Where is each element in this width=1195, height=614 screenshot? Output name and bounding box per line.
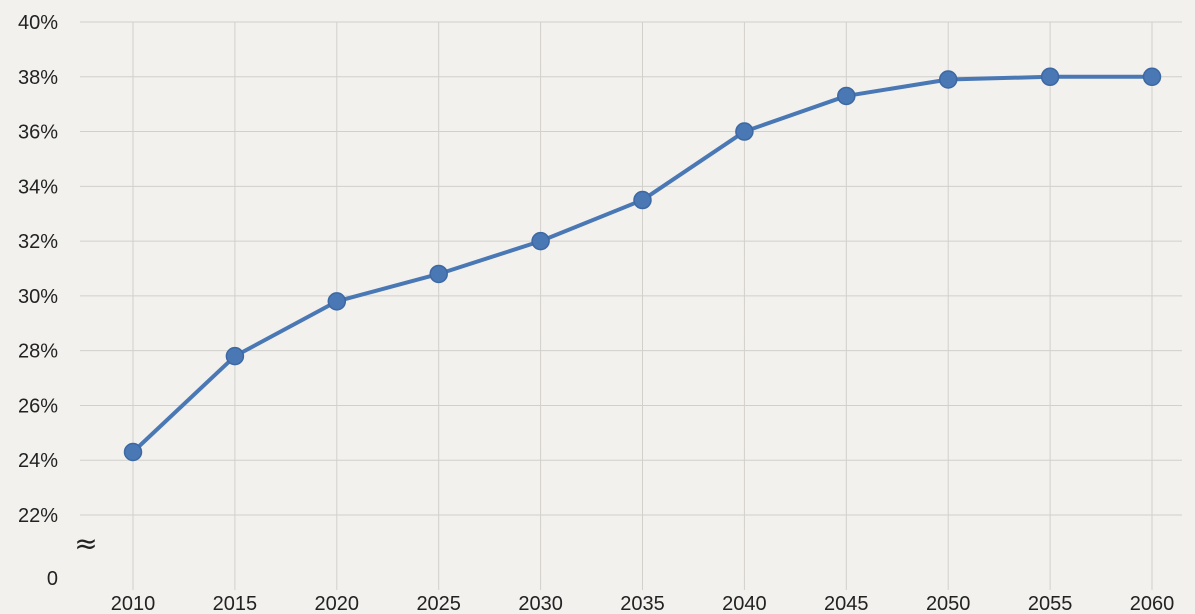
data-point: [327, 292, 347, 311]
y-axis-zero-label: 0: [47, 568, 58, 590]
data-point: [1040, 67, 1060, 87]
y-tick-label: 30%: [18, 286, 58, 308]
y-tick-label: 36%: [18, 122, 58, 144]
data-series: [123, 67, 1162, 462]
data-point: [225, 346, 245, 366]
data-point: [837, 86, 856, 106]
x-tick-label: 2030: [518, 593, 563, 614]
y-tick-label: 34%: [18, 176, 58, 198]
x-tick-label: 2050: [926, 593, 971, 614]
data-point: [1142, 67, 1162, 87]
x-tick-label: 2015: [213, 593, 258, 614]
x-tick-label: 2010: [111, 593, 156, 614]
x-tick-label: 2045: [824, 593, 869, 614]
data-point: [633, 190, 652, 210]
x-tick-label: 2040: [722, 593, 767, 614]
y-axis-tick-labels: 22% 24% 26% 28% 30% 32% 34% 36% 38% 40%: [18, 12, 58, 527]
y-tick-label: 28%: [18, 341, 58, 363]
y-tick-label: 26%: [18, 395, 58, 417]
data-point: [429, 264, 448, 284]
y-tick-label: 32%: [18, 231, 58, 253]
y-tick-label: 40%: [18, 12, 58, 34]
x-tick-label: 2035: [620, 593, 665, 614]
x-tick-label: 2055: [1028, 593, 1073, 614]
y-tick-label: 22%: [18, 505, 58, 527]
data-point: [531, 231, 550, 251]
x-tick-label: 2025: [416, 593, 461, 614]
axis-break-symbol: ≈: [74, 527, 97, 560]
x-tick-label: 2020: [315, 593, 360, 614]
x-axis-tick-labels: 2010 2015 2020 2025 2030 2035 2040 2045 2050 2055…: [111, 593, 1175, 614]
data-point: [938, 70, 958, 89]
x-tick-label: 2060: [1130, 593, 1175, 614]
y-tick-label: 24%: [18, 450, 58, 472]
y-tick-label: 38%: [18, 67, 58, 89]
gridlines: [80, 21, 1182, 590]
data-point: [123, 442, 143, 462]
data-point: [735, 122, 754, 141]
